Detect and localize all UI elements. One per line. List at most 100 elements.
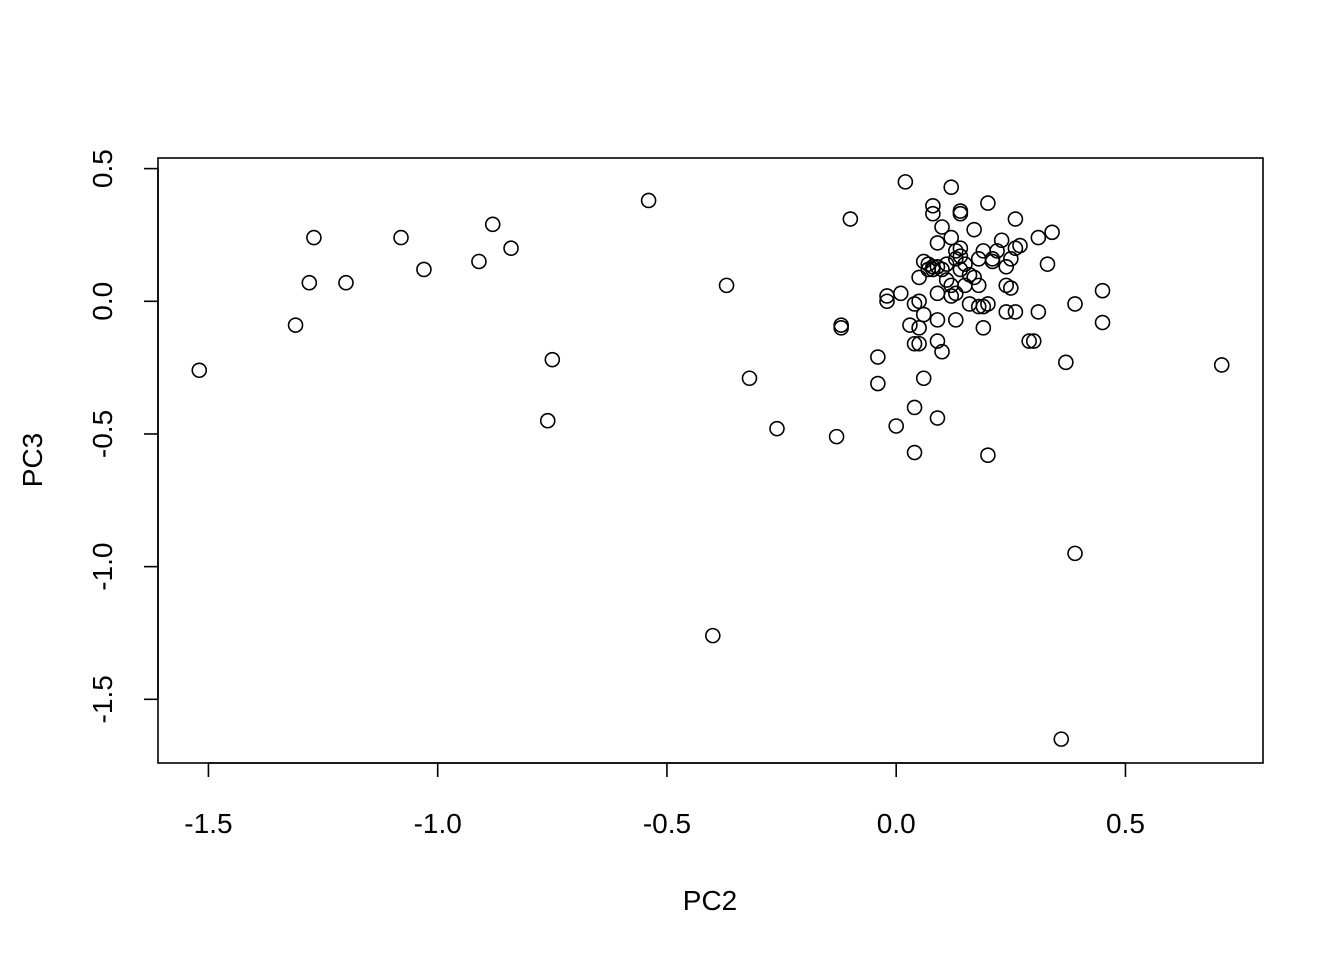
x-axis-label: PC2 [683, 885, 737, 916]
data-point [970, 298, 987, 315]
data-point [957, 256, 973, 272]
y-tick-label: -1.5 [87, 675, 118, 723]
data-point [948, 285, 964, 302]
data-point [306, 229, 322, 246]
data-point [925, 205, 941, 222]
data-point [1053, 731, 1070, 747]
plot-frame [157, 157, 1264, 764]
data-point [1030, 229, 1047, 246]
data-point [888, 418, 904, 434]
data-point [1021, 333, 1037, 349]
data-point [539, 412, 556, 429]
data-point [1039, 256, 1056, 272]
data-point [902, 317, 918, 333]
data-point [915, 306, 932, 323]
data-point [998, 258, 1015, 275]
data-point [1025, 333, 1042, 349]
data-point [301, 274, 318, 291]
data-point [1030, 304, 1047, 320]
data-point [892, 285, 909, 302]
data-point [938, 272, 955, 288]
data-point [1094, 314, 1111, 331]
data-point [906, 335, 923, 352]
data-point [640, 192, 657, 209]
data-point [842, 211, 859, 227]
data-point [870, 375, 886, 392]
data-point [948, 312, 964, 328]
data-point [416, 261, 432, 278]
data-point [393, 229, 409, 246]
data-point [993, 232, 1010, 249]
data-point [934, 261, 950, 278]
data-point [769, 420, 785, 437]
data-points [191, 174, 1230, 747]
x-tick-label: -1.5 [184, 808, 232, 839]
data-point [929, 235, 946, 251]
x-tick-label: -1.0 [414, 808, 462, 839]
data-point [287, 317, 304, 333]
data-point [338, 274, 354, 291]
data-point [929, 333, 946, 349]
data-point [833, 317, 849, 333]
y-tick-label: -1.0 [87, 543, 118, 591]
data-point [911, 335, 927, 352]
data-point [980, 447, 996, 463]
data-point [718, 277, 735, 294]
data-point [980, 195, 996, 211]
data-point [952, 261, 969, 278]
data-point [938, 256, 955, 272]
data-point [929, 410, 946, 426]
data-point [952, 203, 969, 219]
data-point [544, 351, 561, 368]
data-point [929, 312, 946, 328]
data-point [906, 399, 923, 416]
data-point [1003, 251, 1019, 267]
data-point [915, 370, 932, 387]
data-point [1012, 237, 1028, 254]
data-point [704, 627, 721, 644]
data-point [879, 293, 895, 310]
data-point [1067, 545, 1083, 562]
data-point [1044, 224, 1060, 241]
data-point [191, 362, 208, 379]
data-point [934, 343, 950, 360]
y-tick-label: 0.0 [87, 282, 118, 321]
data-point [870, 349, 886, 365]
data-point [1058, 354, 1074, 371]
data-point [484, 216, 501, 233]
x-tick-label: 0.5 [1106, 808, 1145, 839]
data-point [989, 243, 1005, 259]
data-point [966, 269, 982, 286]
data-point [1067, 296, 1083, 312]
data-point [741, 370, 758, 387]
data-point [471, 253, 487, 270]
data-point [970, 277, 987, 294]
data-point [1094, 282, 1111, 299]
data-point [1007, 211, 1024, 227]
data-point [952, 240, 969, 257]
y-tick-label: 0.5 [87, 149, 118, 188]
data-point [966, 221, 982, 238]
data-point [934, 219, 950, 235]
data-point [975, 320, 992, 336]
data-point [897, 174, 914, 190]
y-tick-label: -0.5 [87, 410, 118, 458]
data-point [906, 444, 923, 461]
data-point [1213, 357, 1230, 373]
data-point [984, 253, 1001, 270]
data-point [911, 269, 927, 286]
x-tick-label: -0.5 [643, 808, 691, 839]
y-axis-label: PC3 [17, 433, 48, 487]
data-point [980, 296, 996, 312]
data-point [925, 197, 941, 214]
data-point [1003, 280, 1019, 296]
x-axis: -1.5 -1.0 -0.5 0.0 0.5 [184, 762, 1145, 839]
data-point [1007, 304, 1024, 320]
data-point [828, 428, 845, 445]
data-point [943, 179, 960, 195]
x-tick-label: 0.0 [877, 808, 916, 839]
data-point [503, 240, 519, 257]
data-point [998, 304, 1015, 320]
